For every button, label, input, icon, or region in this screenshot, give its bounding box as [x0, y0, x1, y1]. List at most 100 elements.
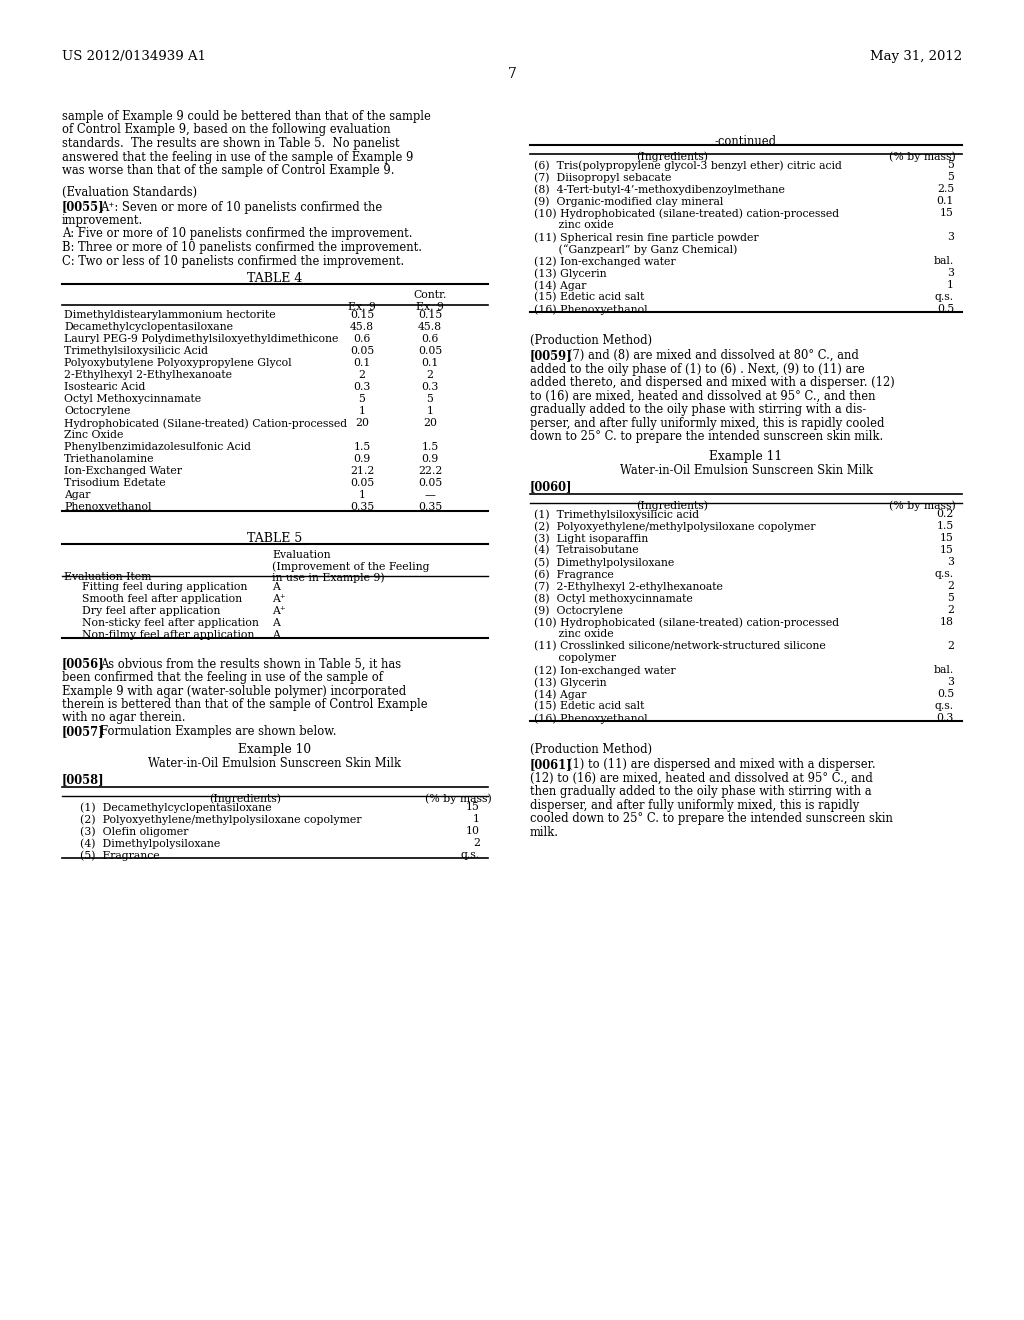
Text: (10) Hydrophobicated (silane-treated) cation-processed: (10) Hydrophobicated (silane-treated) ca…	[534, 616, 839, 627]
Text: 45.8: 45.8	[418, 322, 442, 333]
Text: (13) Glycerin: (13) Glycerin	[534, 268, 606, 279]
Text: 5: 5	[358, 395, 366, 404]
Text: [0057]: [0057]	[62, 725, 104, 738]
Text: 20: 20	[355, 418, 369, 429]
Text: (14) Agar: (14) Agar	[534, 280, 587, 290]
Text: [0056]: [0056]	[62, 657, 104, 671]
Text: Agar: Agar	[63, 491, 90, 500]
Text: 0.3: 0.3	[937, 713, 954, 723]
Text: Dry feel after application: Dry feel after application	[82, 606, 220, 615]
Text: Ex. 9: Ex. 9	[416, 301, 444, 312]
Text: 0.05: 0.05	[350, 346, 374, 356]
Text: (12) Ion-exchanged water: (12) Ion-exchanged water	[534, 665, 676, 676]
Text: Example 10: Example 10	[239, 743, 311, 756]
Text: (5)  Dimethylpolysiloxane: (5) Dimethylpolysiloxane	[534, 557, 674, 568]
Text: Phenylbenzimidazolesulfonic Acid: Phenylbenzimidazolesulfonic Acid	[63, 442, 251, 453]
Text: (1)  Decamethylcyclopentasiloxane: (1) Decamethylcyclopentasiloxane	[80, 803, 271, 813]
Text: standards.  The results are shown in Table 5.  No panelist: standards. The results are shown in Tabl…	[62, 137, 399, 150]
Text: (Ingredients): (Ingredients)	[209, 793, 281, 804]
Text: 0.1: 0.1	[937, 195, 954, 206]
Text: (10) Hydrophobicated (silane-treated) cation-processed: (10) Hydrophobicated (silane-treated) ca…	[534, 209, 839, 219]
Text: improvement.: improvement.	[62, 214, 143, 227]
Text: (3)  Light isoparaffin: (3) Light isoparaffin	[534, 533, 648, 544]
Text: zinc oxide: zinc oxide	[534, 220, 613, 230]
Text: (9)  Octocrylene: (9) Octocrylene	[534, 605, 623, 615]
Text: zinc oxide: zinc oxide	[534, 630, 613, 639]
Text: (Evaluation Standards): (Evaluation Standards)	[62, 186, 198, 198]
Text: been confirmed that the feeling in use of the sample of: been confirmed that the feeling in use o…	[62, 671, 383, 684]
Text: perser, and after fully uniformly mixed, this is rapidly cooled: perser, and after fully uniformly mixed,…	[530, 417, 885, 429]
Text: US 2012/0134939 A1: US 2012/0134939 A1	[62, 50, 206, 63]
Text: 5: 5	[947, 172, 954, 182]
Text: 0.15: 0.15	[418, 310, 442, 321]
Text: Evaluation Item: Evaluation Item	[63, 573, 152, 582]
Text: [0059]: [0059]	[530, 348, 572, 362]
Text: A⁺: A⁺	[272, 606, 286, 615]
Text: Octyl Methoxycinnamate: Octyl Methoxycinnamate	[63, 395, 201, 404]
Text: 3: 3	[947, 268, 954, 279]
Text: 0.6: 0.6	[353, 334, 371, 345]
Text: (1) to (11) are dispersed and mixed with a disperser.: (1) to (11) are dispersed and mixed with…	[568, 758, 876, 771]
Text: (Production Method): (Production Method)	[530, 334, 652, 347]
Text: (Ingredients): (Ingredients)	[636, 500, 708, 511]
Text: (% by mass): (% by mass)	[425, 793, 492, 804]
Text: TABLE 4: TABLE 4	[248, 272, 303, 285]
Text: (4)  Tetraisobutane: (4) Tetraisobutane	[534, 545, 639, 556]
Text: copolymer: copolymer	[534, 653, 616, 663]
Text: gradually added to the oily phase with stirring with a dis-: gradually added to the oily phase with s…	[530, 403, 866, 416]
Text: cooled down to 25° C. to prepare the intended sunscreen skin: cooled down to 25° C. to prepare the int…	[530, 812, 893, 825]
Text: 10: 10	[466, 826, 480, 836]
Text: (1)  Trimethylsiloxysilicic acid: (1) Trimethylsiloxysilicic acid	[534, 510, 699, 520]
Text: was worse than that of the sample of Control Example 9.: was worse than that of the sample of Con…	[62, 164, 394, 177]
Text: added thereto, and dispersed and mixed with a disperser. (12): added thereto, and dispersed and mixed w…	[530, 376, 895, 389]
Text: 1: 1	[358, 407, 366, 417]
Text: 1.5: 1.5	[421, 442, 438, 453]
Text: (11) Spherical resin fine particle powder: (11) Spherical resin fine particle powde…	[534, 232, 759, 243]
Text: Ex. 9: Ex. 9	[348, 301, 376, 312]
Text: (12) Ion-exchanged water: (12) Ion-exchanged water	[534, 256, 676, 267]
Text: Octocrylene: Octocrylene	[63, 407, 130, 417]
Text: (5)  Fragrance: (5) Fragrance	[80, 850, 160, 861]
Text: q.s.: q.s.	[935, 569, 954, 579]
Text: (6)  Fragrance: (6) Fragrance	[534, 569, 613, 579]
Text: of Control Example 9, based on the following evaluation: of Control Example 9, based on the follo…	[62, 124, 390, 136]
Text: Trisodium Edetate: Trisodium Edetate	[63, 479, 166, 488]
Text: A⁺: Seven or more of 10 panelists confirmed the: A⁺: Seven or more of 10 panelists confir…	[100, 201, 382, 214]
Text: 20: 20	[423, 418, 437, 429]
Text: A: Five or more of 10 panelists confirmed the improvement.: A: Five or more of 10 panelists confirme…	[62, 227, 413, 240]
Text: 0.6: 0.6	[421, 334, 438, 345]
Text: Triethanolamine: Triethanolamine	[63, 454, 155, 465]
Text: (4)  Dimethylpolysiloxane: (4) Dimethylpolysiloxane	[80, 838, 220, 849]
Text: (16) Phenoxyethanol: (16) Phenoxyethanol	[534, 304, 647, 314]
Text: 5: 5	[947, 160, 954, 170]
Text: 45.8: 45.8	[350, 322, 374, 333]
Text: 1.5: 1.5	[937, 521, 954, 531]
Text: (Improvement of the Feeling: (Improvement of the Feeling	[272, 561, 429, 572]
Text: (8)  4-Tert-butyl-4’-methoxydibenzoylmethane: (8) 4-Tert-butyl-4’-methoxydibenzoylmeth…	[534, 183, 784, 194]
Text: 0.05: 0.05	[418, 346, 442, 356]
Text: (% by mass): (% by mass)	[889, 500, 955, 511]
Text: disperser, and after fully uniformly mixed, this is rapidly: disperser, and after fully uniformly mix…	[530, 799, 859, 812]
Text: 0.9: 0.9	[353, 454, 371, 465]
Text: 3: 3	[947, 232, 954, 242]
Text: Smooth feel after application: Smooth feel after application	[82, 594, 242, 603]
Text: 1: 1	[947, 280, 954, 290]
Text: (7)  2-Ethylhexyl 2-ethylhexanoate: (7) 2-Ethylhexyl 2-ethylhexanoate	[534, 581, 723, 591]
Text: added to the oily phase of (1) to (6) . Next, (9) to (11) are: added to the oily phase of (1) to (6) . …	[530, 363, 864, 375]
Text: 2: 2	[358, 371, 366, 380]
Text: 0.1: 0.1	[421, 359, 438, 368]
Text: Formulation Examples are shown below.: Formulation Examples are shown below.	[100, 725, 337, 738]
Text: 3: 3	[947, 677, 954, 686]
Text: Evaluation: Evaluation	[272, 550, 331, 561]
Text: with no agar therein.: with no agar therein.	[62, 711, 185, 725]
Text: 0.2: 0.2	[937, 510, 954, 519]
Text: q.s.: q.s.	[935, 701, 954, 711]
Text: answered that the feeling in use of the sample of Example 9: answered that the feeling in use of the …	[62, 150, 414, 164]
Text: Example 9 with agar (water-soluble polymer) incorporated: Example 9 with agar (water-soluble polym…	[62, 685, 407, 697]
Text: As obvious from the results shown in Table 5, it has: As obvious from the results shown in Tab…	[100, 657, 401, 671]
Text: Zinc Oxide: Zinc Oxide	[63, 430, 123, 441]
Text: q.s.: q.s.	[935, 292, 954, 302]
Text: 18: 18	[940, 616, 954, 627]
Text: 1: 1	[473, 814, 480, 824]
Text: Polyoxybutylene Polyoxypropylene Glycol: Polyoxybutylene Polyoxypropylene Glycol	[63, 359, 292, 368]
